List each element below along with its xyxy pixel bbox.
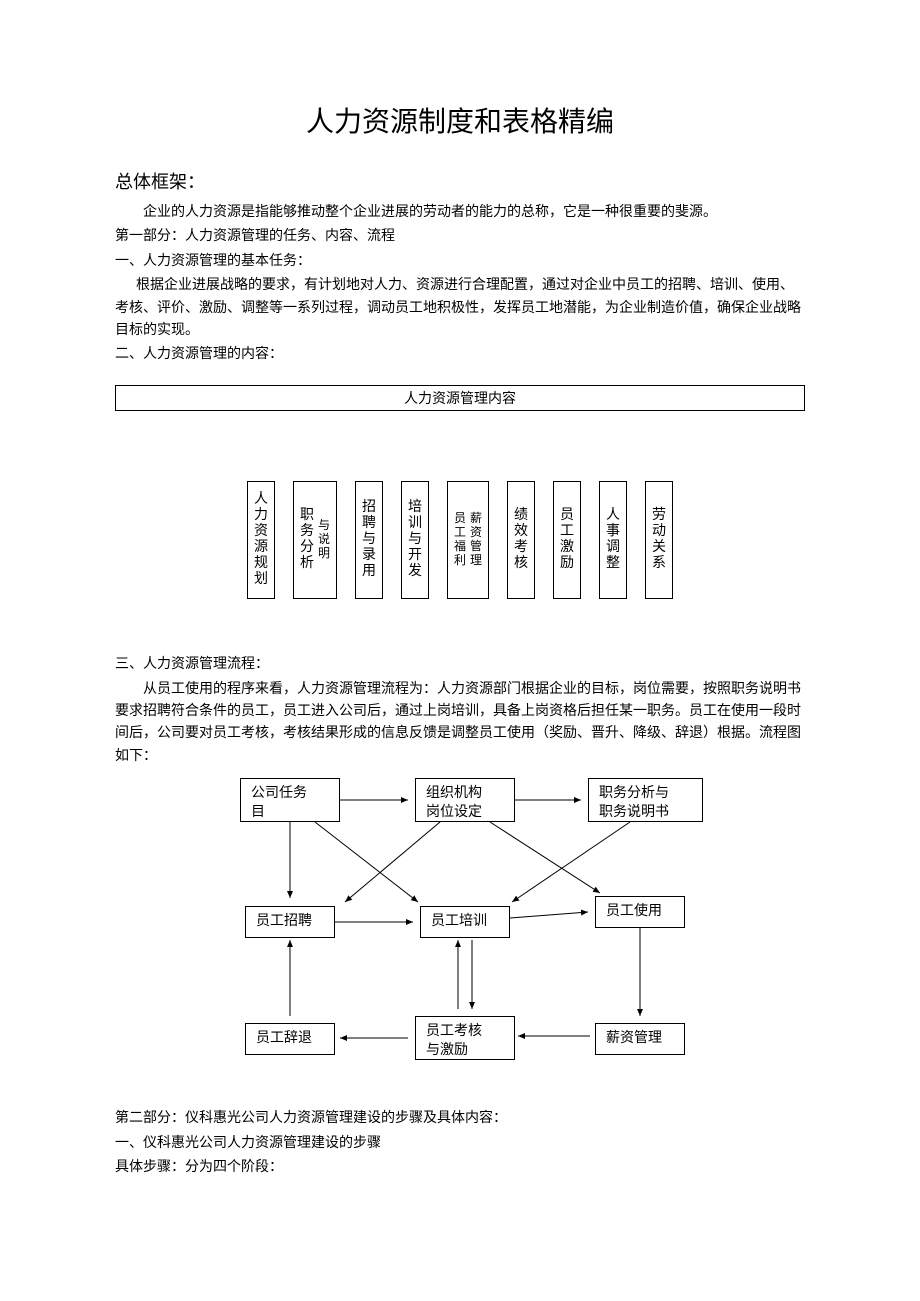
section2-heading: 二、人力资源管理的内容： xyxy=(115,344,805,366)
hr-content-box: 人事调整 xyxy=(599,481,627,600)
hr-content-boxes: 人力资源规划职务分析与说明招聘与录用培训与开发员工福利薪资管理绩效考核员工激励人… xyxy=(115,481,805,600)
flow-node-n4: 员工招聘 xyxy=(245,906,335,938)
flow-node-n2: 组织机构岗位设定 xyxy=(415,778,515,822)
hr-content-box: 人力资源规划 xyxy=(247,481,275,600)
flow-node-n9: 薪资管理 xyxy=(595,1023,685,1055)
flow-node-n8: 员工考核与激励 xyxy=(415,1016,515,1060)
flow-node-n6: 员工使用 xyxy=(595,896,685,928)
flow-node-n1: 公司任务目 xyxy=(240,778,340,822)
flow-node-n3: 职务分析与职务说明书 xyxy=(588,778,703,822)
section3-body: 从员工使用的程序来看，人力资源管理流程为：人力资源部门根据企业的目标，岗位需要，… xyxy=(115,679,805,769)
hr-content-box: 培训与开发 xyxy=(401,481,429,600)
hr-process-flowchart: 公司任务目 组织机构岗位设定 职务分析与职务说明书员工招聘 员工培训 员工使用员工辞退 员… xyxy=(190,778,730,1098)
page-title: 人力资源制度和表格精编 xyxy=(115,100,805,140)
part2-line2: 具体步骤：分为四个阶段： xyxy=(115,1157,805,1179)
section1-body: 根据企业进展战略的要求，有计划地对人力、资源进行合理配置，通过对企业中员工的招聘… xyxy=(115,275,805,342)
hr-content-box: 劳动关系 xyxy=(645,481,673,600)
hr-content-box: 绩效考核 xyxy=(507,481,535,600)
hr-content-box: 员工激励 xyxy=(553,481,581,600)
hr-content-box: 职务分析与说明 xyxy=(293,481,337,600)
framework-heading: 总体框架： xyxy=(115,168,805,194)
flow-node-n7: 员工辞退 xyxy=(245,1023,335,1055)
hr-content-header: 人力资源管理内容 xyxy=(115,385,805,411)
part2-heading: 第二部分：仪科惠光公司人力资源管理建设的步骤及具体内容： xyxy=(115,1108,805,1130)
hr-content-box: 员工福利薪资管理 xyxy=(447,481,489,600)
section3-heading: 三、人力资源管理流程： xyxy=(115,654,805,676)
flow-node-n5: 员工培训 xyxy=(420,906,510,938)
hr-content-box: 招聘与录用 xyxy=(355,481,383,600)
part1-heading: 第一部分：人力资源管理的任务、内容、流程 xyxy=(115,226,805,248)
intro-text: 企业的人力资源是指能够推动整个企业进展的劳动者的能力的总称，它是一种很重要的斐源… xyxy=(115,202,805,224)
section1-heading: 一、人力资源管理的基本任务： xyxy=(115,251,805,273)
part2-line1: 一、仪科惠光公司人力资源管理建设的步骤 xyxy=(115,1133,805,1155)
